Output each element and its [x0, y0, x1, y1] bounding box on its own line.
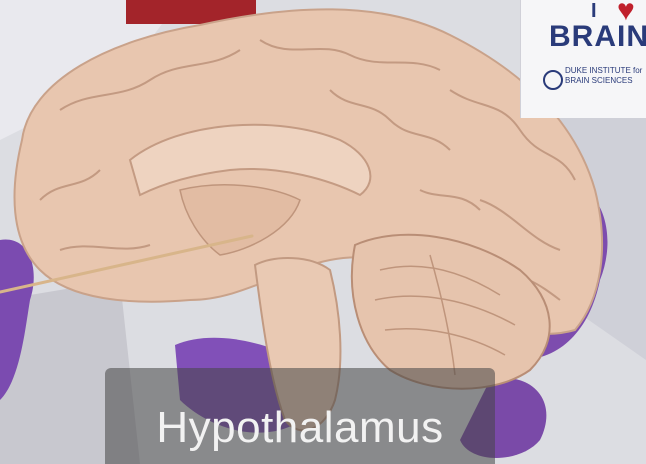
caption-background: [105, 368, 495, 464]
gyri-texture: [39, 39, 576, 301]
sign-brain-text: BRAIN: [549, 20, 646, 53]
cerebellum: [351, 233, 551, 390]
sign-i-text: I: [591, 0, 597, 22]
left-glove: [0, 239, 34, 400]
thalamus-region: [179, 184, 301, 256]
institute-logo-icon: [543, 70, 563, 90]
brain-sign: I ♥ BRAIN DUKE INSTITUTE for BRAIN SCIEN…: [520, 0, 646, 118]
heart-icon: ♥: [617, 0, 635, 27]
pointer-stick: [0, 234, 254, 294]
corpus-callosum: [128, 123, 372, 197]
cerebellum-folia: [374, 254, 516, 376]
sign-institute-text: DUKE INSTITUTE for BRAIN SCIENCES: [565, 66, 643, 85]
caption-label: Hypothalamus: [156, 403, 444, 452]
